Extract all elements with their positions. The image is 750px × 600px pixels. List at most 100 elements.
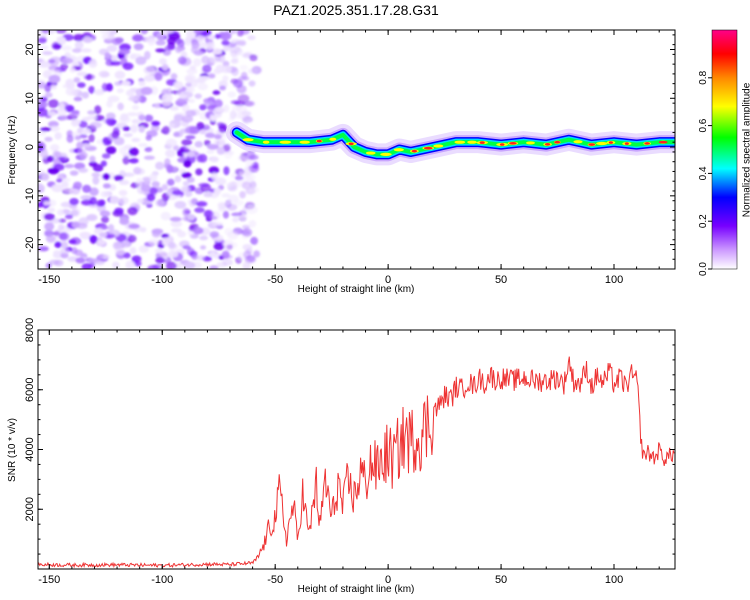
noise-blob (43, 213, 55, 221)
x-tick-label: 0 (385, 574, 391, 586)
signal-hotspot-red (423, 146, 433, 150)
noise-blob (158, 58, 167, 65)
colorbar-tick-label: 0.6 (698, 118, 709, 132)
signal-hotspot-yellow (596, 141, 608, 146)
noise-blob (126, 112, 139, 117)
noise-blob (227, 91, 236, 98)
signal-hotspot-yellow (467, 140, 477, 144)
noise-blob (221, 250, 230, 259)
noise-blob (248, 219, 257, 228)
x-tick-label: 50 (495, 574, 507, 586)
noise-blob (217, 54, 226, 63)
noise-blob (118, 189, 128, 196)
signal-hotspot-red (658, 140, 668, 144)
noise-blob (54, 241, 62, 248)
noise-blob (165, 138, 178, 148)
noise-blob (238, 155, 250, 160)
noise-blob (213, 242, 225, 251)
y-tick-label: 10 (24, 92, 36, 104)
noise-blob (145, 134, 152, 141)
noise-blob (65, 214, 74, 220)
noise-blob (174, 175, 182, 183)
noise-blob (39, 127, 52, 132)
noise-blob (166, 188, 174, 197)
noise-blob (166, 178, 175, 186)
noise-blob (222, 259, 233, 266)
noise-blob (247, 35, 256, 41)
noise-blob (128, 158, 139, 164)
noise-blob (239, 64, 248, 71)
noise-blob (88, 134, 95, 143)
noise-blob (162, 125, 171, 135)
noise-blob (88, 262, 96, 269)
noise-blob (226, 182, 234, 188)
noise-blob (216, 146, 225, 155)
noise-blob (185, 109, 197, 117)
noise-blob (129, 95, 141, 102)
noise-blob (77, 91, 84, 97)
signal-hotspot-yellow (380, 152, 392, 156)
signal-hotspot-red (348, 142, 354, 146)
noise-blob (184, 38, 192, 46)
noise-blob (114, 249, 126, 256)
noise-blob (151, 228, 164, 235)
noise-blob (68, 188, 80, 196)
colorbar-tick-label: 0.0 (698, 262, 709, 276)
colorbar-label: Normalized spectral amplitude (741, 82, 750, 217)
noise-blob (78, 167, 89, 173)
noise-blob (98, 70, 110, 78)
spectrogram-frame (37, 29, 676, 270)
noise-blob (81, 199, 93, 206)
noise-blob (230, 58, 239, 64)
noise-blob (101, 153, 111, 159)
noise-blob (206, 143, 219, 150)
noise-blob (238, 171, 249, 177)
noise-blob (198, 182, 210, 188)
signal-hotspot-red (316, 139, 322, 143)
noise-blob (165, 261, 177, 269)
noise-blob (123, 252, 131, 259)
signal-track (225, 121, 675, 166)
signal-hotspot-yellow (393, 148, 404, 152)
noise-blob (42, 70, 52, 79)
noise-blob (114, 81, 122, 86)
noise-blob (211, 221, 224, 226)
noise-blob (232, 217, 239, 223)
noise-blob (76, 71, 88, 77)
noise-blob (206, 149, 215, 155)
noise-blob (195, 168, 203, 176)
noise-blob (223, 104, 230, 113)
noise-blob (199, 235, 209, 241)
noise-blob (207, 73, 216, 79)
signal-hotspot-yellow (454, 140, 466, 144)
noise-blob (160, 211, 171, 221)
noise-blob (147, 264, 160, 269)
noise-blob (51, 183, 64, 193)
noise-blob (71, 247, 78, 255)
noise-blob (106, 83, 113, 92)
noise-blob (77, 148, 86, 155)
noise-blob (193, 30, 204, 34)
y-tick-label: 6000 (24, 378, 36, 402)
noise-blob (221, 193, 231, 198)
noise-blob (214, 99, 223, 108)
noise-blob (104, 118, 112, 125)
noise-blob (52, 252, 64, 259)
noise-blob (135, 56, 147, 65)
signal-hotspot-yellow (279, 140, 292, 144)
spectrogram-xlabel: Height of straight line (km) (298, 284, 415, 295)
noise-blob (186, 68, 198, 75)
noise-blob (173, 114, 185, 122)
noise-blob (47, 111, 57, 117)
noise-blob (86, 213, 98, 222)
noise-blob (94, 105, 102, 114)
noise-blob (138, 126, 145, 133)
snr-axis-ticks: -150 -100 -50 0 50 100 2000 4000 6000 8000 (24, 318, 675, 586)
noise-blob (193, 58, 202, 67)
noise-blob (102, 173, 111, 180)
noise-blob (185, 82, 192, 88)
noise-blob (167, 250, 179, 258)
noise-blob (138, 95, 147, 103)
snr-ylabel: SNR (10 * v/v) (7, 418, 18, 482)
